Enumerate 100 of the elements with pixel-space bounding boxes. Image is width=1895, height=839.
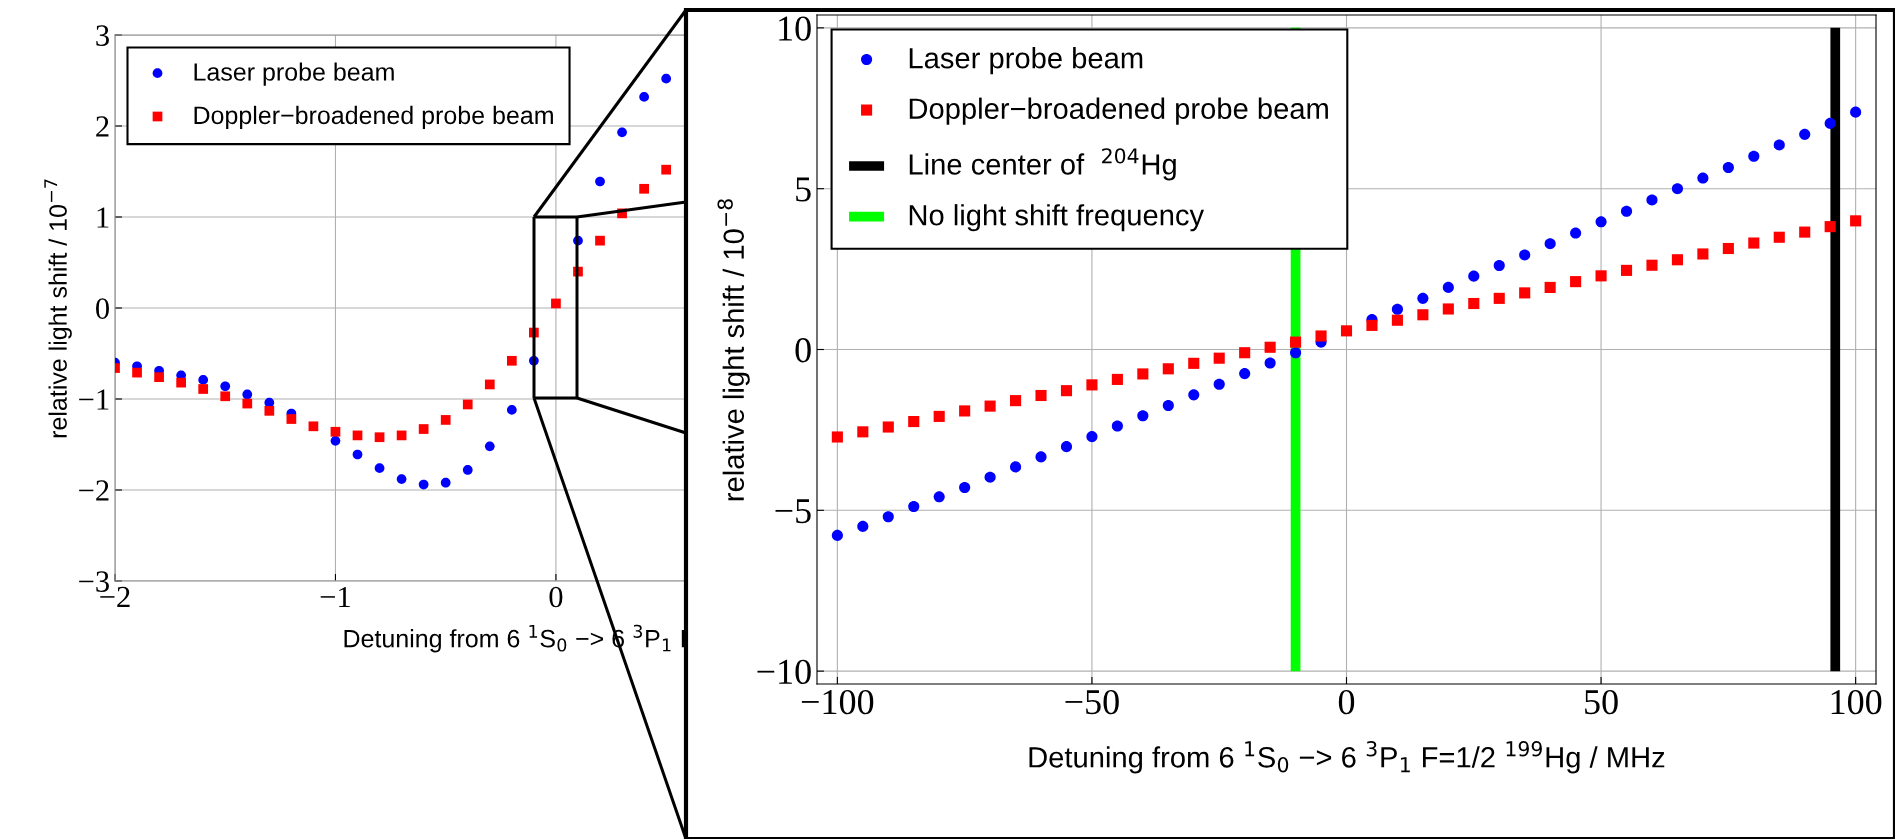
point xyxy=(264,405,275,416)
point xyxy=(220,381,231,392)
point xyxy=(1850,106,1862,118)
point xyxy=(1697,172,1709,184)
point xyxy=(198,384,209,394)
x-tick-label: 0 xyxy=(549,586,563,608)
point xyxy=(1417,292,1429,304)
point xyxy=(132,367,142,378)
legend-label: Doppler−broadened probe beam xyxy=(909,97,1328,125)
y-axis-title: relative light shift / 10$^{−8}$ xyxy=(717,199,750,501)
x-tick-label: 100 xyxy=(1831,689,1882,715)
point xyxy=(661,73,672,84)
y-tick-label: 2 xyxy=(96,116,109,137)
x-tick-label: −100 xyxy=(801,689,874,715)
point xyxy=(1671,183,1683,195)
point xyxy=(418,424,429,434)
point xyxy=(933,491,945,503)
point xyxy=(831,431,843,443)
point xyxy=(1035,389,1047,402)
point xyxy=(639,183,649,194)
legend-label: Laser probe beam xyxy=(909,47,1143,75)
point xyxy=(396,474,407,484)
y-tick-label: 0 xyxy=(795,338,811,363)
point xyxy=(1060,441,1073,453)
point xyxy=(1468,297,1480,310)
point xyxy=(1519,249,1531,261)
point xyxy=(352,449,363,460)
point xyxy=(1824,117,1836,129)
point xyxy=(1162,363,1174,375)
text: Detuning from 6 $^{1}$S$_{0}$ −> 6 $^{3}$P$_{1}$ F=1/2 $^{199}$Hg / MHz xyxy=(1029,741,1665,774)
point xyxy=(1137,410,1149,422)
point xyxy=(242,398,253,409)
point xyxy=(1060,385,1073,397)
point xyxy=(506,405,517,415)
point xyxy=(1035,451,1047,463)
point xyxy=(1544,238,1556,250)
point xyxy=(1010,461,1022,473)
point xyxy=(551,298,561,309)
point xyxy=(1850,215,1862,227)
point xyxy=(908,500,920,513)
point xyxy=(1239,368,1251,380)
point xyxy=(440,477,451,488)
point xyxy=(1468,270,1480,282)
point xyxy=(1366,319,1378,331)
point xyxy=(1799,226,1811,238)
point xyxy=(440,415,451,425)
y-tick-label: 1 xyxy=(97,207,109,228)
point xyxy=(484,441,495,452)
point xyxy=(1010,395,1022,407)
point xyxy=(857,426,869,438)
point xyxy=(1620,205,1633,217)
point xyxy=(176,377,186,388)
point xyxy=(984,400,996,412)
point xyxy=(1340,325,1353,337)
point xyxy=(1544,281,1556,293)
point xyxy=(374,463,385,474)
point xyxy=(1773,139,1785,151)
point xyxy=(1391,303,1403,315)
point xyxy=(1519,287,1531,299)
point xyxy=(1646,259,1658,271)
point xyxy=(506,355,517,366)
point xyxy=(1417,309,1429,321)
point xyxy=(462,465,473,475)
y-axis-title: relative light shift / 10$^{−7}$ xyxy=(44,179,72,438)
legend-label: Line center of $^{204}$Hg xyxy=(909,148,1176,181)
y-tick-label: −1 xyxy=(79,389,109,410)
point xyxy=(1748,150,1760,162)
y-tick-label: 0 xyxy=(96,298,109,319)
point xyxy=(1213,378,1225,390)
legend-label: Doppler−broadened probe beam xyxy=(194,105,553,130)
point xyxy=(198,375,209,385)
point xyxy=(1671,254,1683,266)
point xyxy=(831,529,843,541)
point xyxy=(1086,431,1098,443)
point xyxy=(1595,216,1607,228)
point xyxy=(242,389,253,400)
legend-label: No light shift frequency xyxy=(909,204,1205,232)
point xyxy=(617,127,627,138)
point xyxy=(1086,379,1098,391)
point xyxy=(1570,276,1582,288)
point xyxy=(1570,227,1582,239)
point xyxy=(1111,373,1123,385)
point xyxy=(908,415,920,428)
point xyxy=(220,391,231,402)
point xyxy=(1493,260,1505,272)
point xyxy=(882,511,894,523)
point xyxy=(1493,292,1505,304)
point xyxy=(462,399,473,410)
point xyxy=(1213,352,1225,364)
point xyxy=(595,176,605,187)
point xyxy=(1799,128,1811,140)
x-tick-label: 50 xyxy=(1585,689,1618,715)
point xyxy=(1264,357,1276,369)
point xyxy=(1442,303,1454,315)
point xyxy=(959,405,971,417)
point xyxy=(154,372,164,383)
point xyxy=(595,235,605,246)
x-tick-label: −1 xyxy=(320,586,350,608)
x-tick-label: 0 xyxy=(1338,689,1355,715)
point xyxy=(933,410,945,422)
